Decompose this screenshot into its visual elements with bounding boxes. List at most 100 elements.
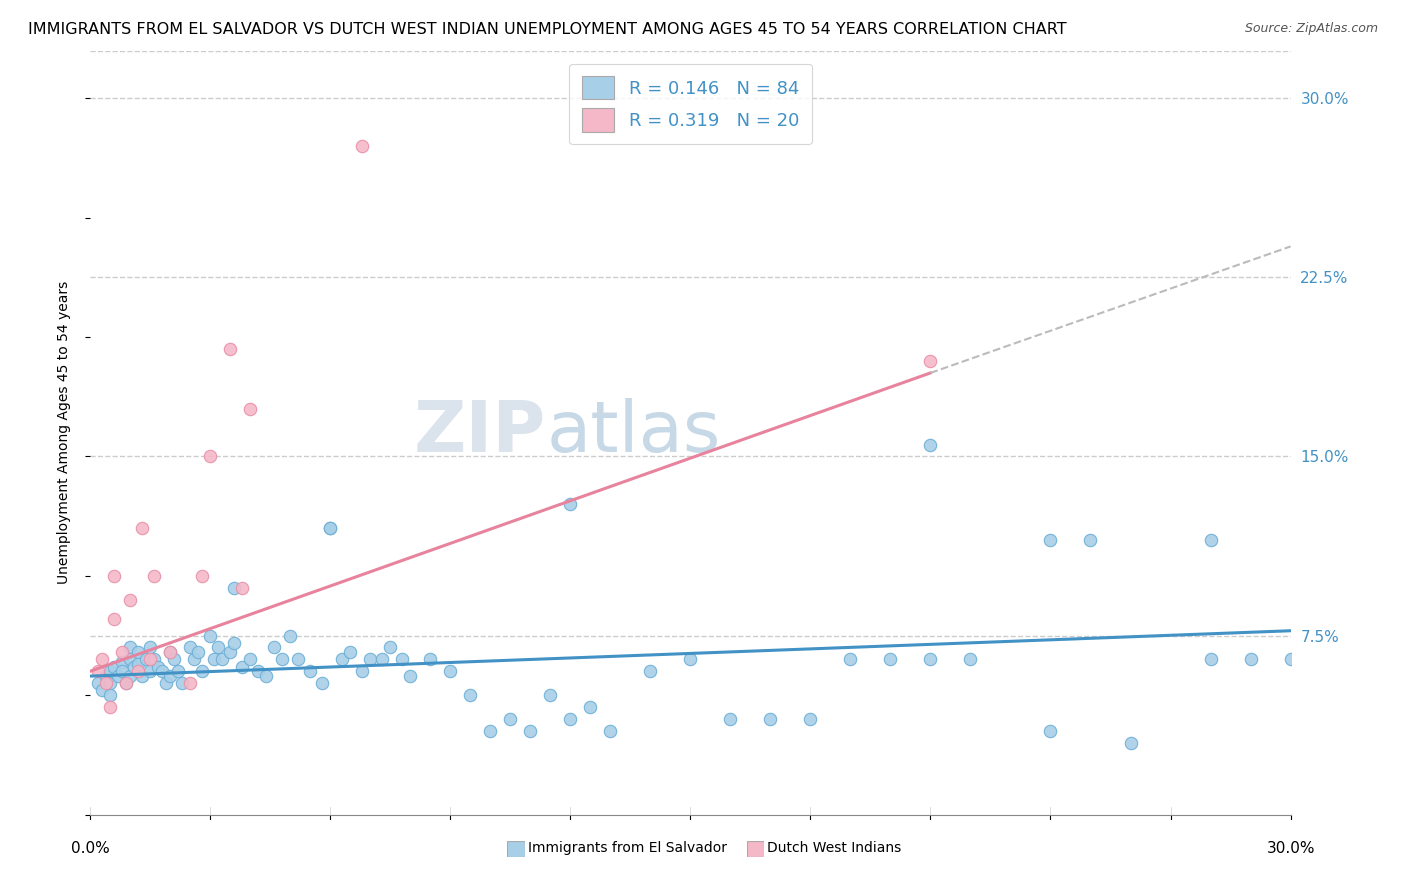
Point [311, 676, 333, 690]
Point [167, 665, 190, 679]
Point [118, 652, 141, 666]
Point [879, 652, 901, 666]
Point [759, 712, 782, 726]
Point [638, 665, 661, 679]
Point [560, 712, 582, 726]
Point [111, 665, 134, 679]
Point [202, 652, 225, 666]
Point [299, 665, 322, 679]
Point [222, 636, 245, 650]
Point [352, 139, 374, 153]
Point [271, 652, 294, 666]
Point [359, 652, 381, 666]
Point [103, 659, 125, 673]
Text: 30.0%: 30.0% [1267, 841, 1315, 856]
Point [143, 652, 166, 666]
Point [127, 657, 149, 672]
Point [371, 652, 394, 666]
Point [139, 640, 162, 655]
Point [1279, 652, 1302, 666]
Point [103, 612, 125, 626]
Point [98, 676, 121, 690]
Point [127, 645, 149, 659]
Point [378, 640, 401, 655]
Point [519, 724, 541, 739]
Point [91, 683, 114, 698]
Point [239, 401, 262, 416]
Point [143, 569, 166, 583]
Point [1039, 724, 1062, 739]
Point [339, 645, 361, 659]
Point [254, 669, 277, 683]
Point [1199, 652, 1222, 666]
Point [839, 652, 862, 666]
Point [98, 688, 121, 702]
Point [179, 640, 201, 655]
Point [319, 521, 342, 535]
Point [1080, 533, 1102, 547]
Point [247, 665, 270, 679]
Point [718, 712, 741, 726]
Point [127, 665, 149, 679]
Point [352, 665, 374, 679]
Point [191, 665, 214, 679]
Point [920, 437, 942, 451]
Point [222, 581, 245, 595]
Point [187, 645, 209, 659]
Point [219, 342, 242, 356]
Point [155, 676, 177, 690]
Point [399, 669, 422, 683]
Point [1039, 533, 1062, 547]
Point [219, 645, 242, 659]
Point [87, 665, 110, 679]
Point [579, 700, 602, 714]
Point [319, 521, 342, 535]
Point [139, 665, 162, 679]
Point [179, 676, 201, 690]
Y-axis label: Unemployment Among Ages 45 to 54 years: Unemployment Among Ages 45 to 54 years [58, 281, 72, 584]
Point [231, 659, 253, 673]
Point [131, 521, 153, 535]
Point [135, 652, 157, 666]
Point [159, 645, 181, 659]
Point [111, 655, 134, 669]
Text: 0.0%: 0.0% [70, 841, 110, 856]
Point [163, 652, 186, 666]
Point [139, 652, 162, 666]
Point [191, 569, 214, 583]
Point [458, 688, 481, 702]
Point [1119, 736, 1142, 750]
Text: Source: ZipAtlas.com: Source: ZipAtlas.com [1244, 22, 1378, 36]
Point [679, 652, 702, 666]
Point [1239, 652, 1261, 666]
Point [91, 652, 114, 666]
Point [150, 665, 173, 679]
Point [107, 669, 129, 683]
Point [920, 354, 942, 368]
Point [560, 497, 582, 511]
Point [94, 669, 117, 683]
Text: IMMIGRANTS FROM EL SALVADOR VS DUTCH WEST INDIAN UNEMPLOYMENT AMONG AGES 45 TO 5: IMMIGRANTS FROM EL SALVADOR VS DUTCH WES… [28, 22, 1067, 37]
Point [278, 628, 301, 642]
Point [122, 659, 145, 673]
Point [170, 676, 193, 690]
Point [87, 676, 110, 690]
Point [146, 659, 169, 673]
Point [231, 581, 253, 595]
Point [159, 669, 181, 683]
Point [499, 712, 522, 726]
Point [98, 665, 121, 679]
Point [183, 652, 205, 666]
Point [115, 676, 138, 690]
Point [94, 676, 117, 690]
Point [198, 628, 221, 642]
Point [538, 688, 561, 702]
Point [239, 652, 262, 666]
Point [391, 652, 413, 666]
Point [118, 640, 141, 655]
Text: Immigrants from El Salvador: Immigrants from El Salvador [527, 841, 727, 855]
Point [419, 652, 441, 666]
Point [330, 652, 353, 666]
Text: Dutch West Indians: Dutch West Indians [766, 841, 901, 855]
Point [263, 640, 285, 655]
